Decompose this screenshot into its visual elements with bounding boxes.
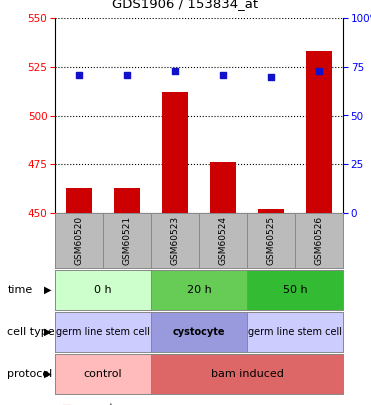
Text: GSM60525: GSM60525 (266, 216, 276, 265)
Text: 20 h: 20 h (187, 285, 211, 295)
Text: control: control (84, 369, 122, 379)
Text: cystocyte: cystocyte (173, 327, 225, 337)
Text: ▶: ▶ (44, 369, 51, 379)
Point (76, 71, 82, 78)
Text: GSM60521: GSM60521 (122, 216, 131, 265)
Bar (210, 162, 236, 213)
Text: bam induced: bam induced (211, 369, 283, 379)
Text: germ line stem cell: germ line stem cell (56, 327, 150, 337)
Text: GDS1906 / 153834_at: GDS1906 / 153834_at (112, 0, 259, 11)
Text: GSM60523: GSM60523 (171, 216, 180, 265)
Bar (162, 92, 188, 213)
Text: 0 h: 0 h (94, 285, 112, 295)
Point (316, 67, 322, 74)
Text: GSM60524: GSM60524 (219, 216, 227, 265)
Text: ▶: ▶ (44, 285, 51, 295)
Text: protocol: protocol (7, 369, 53, 379)
Bar (306, 51, 332, 213)
Text: ■: ■ (62, 403, 73, 405)
Text: cell type: cell type (7, 327, 55, 337)
Point (268, 73, 274, 80)
Bar (114, 188, 140, 213)
Text: GSM60526: GSM60526 (315, 216, 324, 265)
Text: time: time (7, 285, 33, 295)
Text: 50 h: 50 h (283, 285, 307, 295)
Bar (66, 188, 92, 213)
Text: ▶: ▶ (44, 327, 51, 337)
Text: count: count (85, 403, 114, 405)
Text: GSM60520: GSM60520 (75, 216, 83, 265)
Text: germ line stem cell: germ line stem cell (248, 327, 342, 337)
Point (172, 67, 178, 74)
Point (124, 71, 130, 78)
Point (220, 71, 226, 78)
Bar (258, 209, 284, 213)
